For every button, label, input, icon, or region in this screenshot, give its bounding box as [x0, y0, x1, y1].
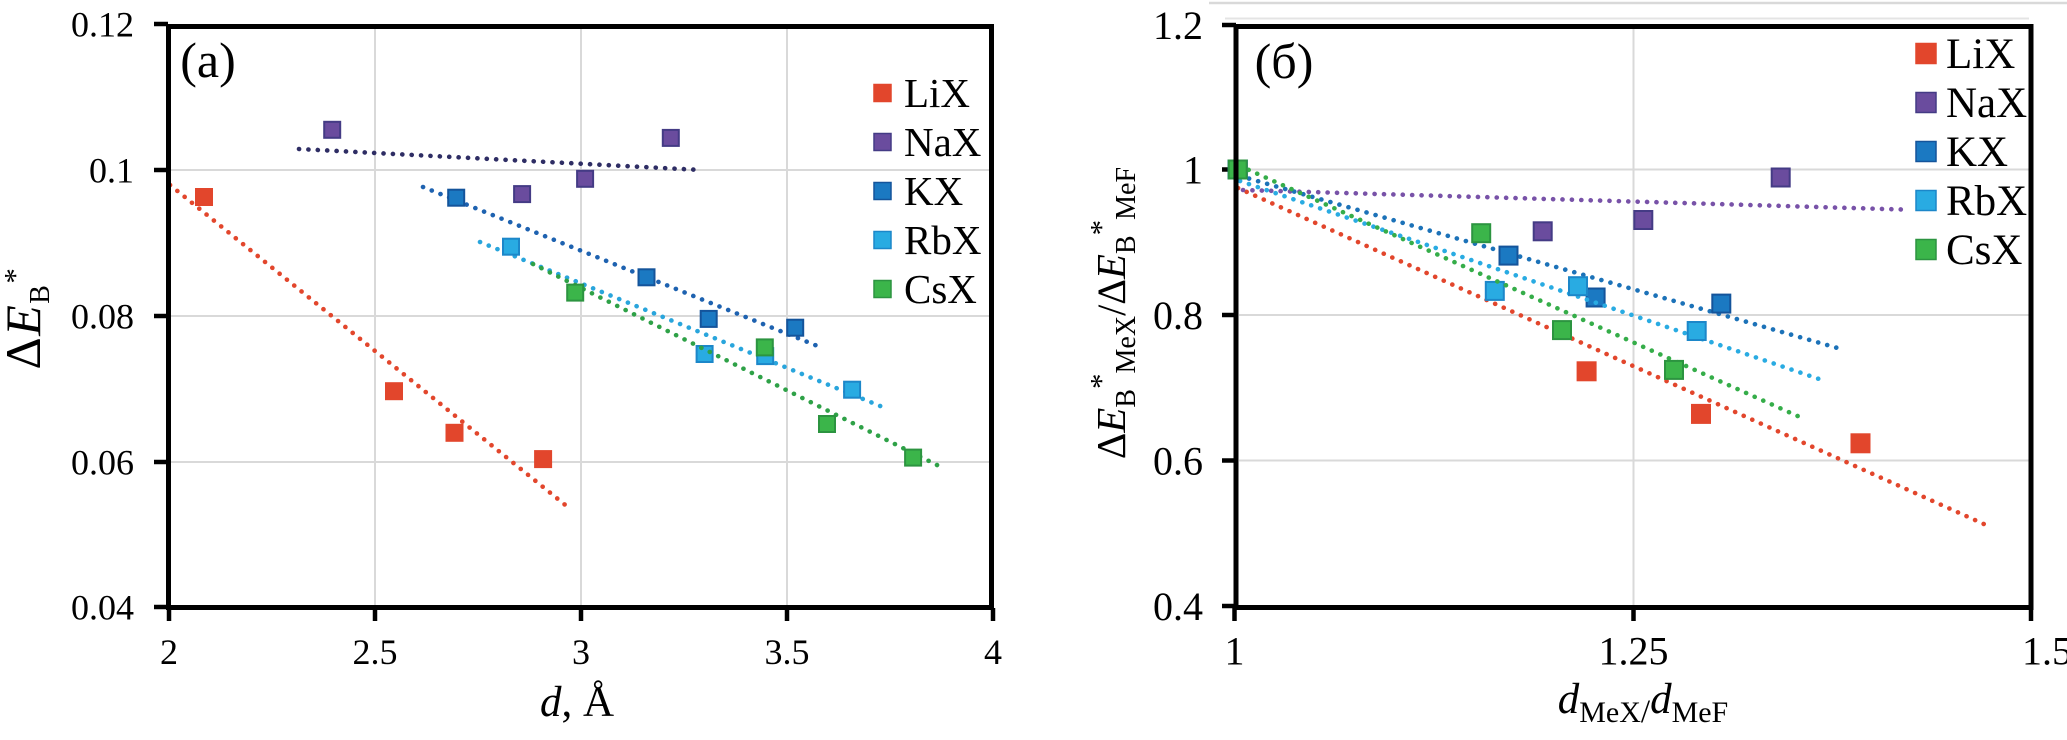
svg-text:LiX: LiX — [1946, 31, 2015, 78]
svg-text:0.06: 0.06 — [71, 443, 134, 483]
svg-text:KX: KX — [1946, 129, 2008, 176]
svg-text:KX: KX — [904, 168, 963, 214]
svg-text:CsX: CsX — [904, 266, 977, 312]
svg-text:0.4: 0.4 — [1153, 584, 1203, 629]
svg-text:1: 1 — [1183, 148, 1203, 193]
svg-text:0.6: 0.6 — [1153, 439, 1203, 484]
svg-text:(a): (a) — [180, 32, 236, 88]
svg-text:LiX: LiX — [904, 70, 970, 116]
svg-text:4: 4 — [984, 632, 1002, 672]
svg-text:CsX: CsX — [1946, 227, 2022, 274]
svg-text:NaX: NaX — [1946, 80, 2027, 127]
svg-text:1.5: 1.5 — [2022, 629, 2067, 674]
svg-text:RbX: RbX — [904, 217, 981, 263]
svg-text:1.25: 1.25 — [1599, 629, 1669, 674]
svg-text:NaX: NaX — [904, 119, 981, 165]
svg-text:0.12: 0.12 — [71, 5, 134, 45]
svg-text:2.5: 2.5 — [353, 632, 398, 672]
svg-text:ΔEB*: ΔEB* — [0, 267, 56, 370]
svg-text:0.04: 0.04 — [71, 588, 134, 628]
svg-text:RbX: RbX — [1946, 178, 2027, 225]
svg-text:2: 2 — [160, 632, 178, 672]
svg-text:dMeX/dMeF: dMeX/dMeF — [1558, 676, 1729, 730]
svg-text:(б): (б) — [1255, 33, 1314, 89]
svg-text:3.5: 3.5 — [765, 632, 810, 672]
svg-text:d, Å: d, Å — [540, 679, 614, 726]
svg-text:0.1: 0.1 — [89, 151, 134, 191]
svg-text:1: 1 — [1225, 629, 1245, 674]
svg-text:3: 3 — [572, 632, 590, 672]
svg-text:1.2: 1.2 — [1153, 3, 1203, 48]
svg-text:0.08: 0.08 — [71, 297, 134, 337]
svg-text:0.8: 0.8 — [1153, 293, 1203, 338]
